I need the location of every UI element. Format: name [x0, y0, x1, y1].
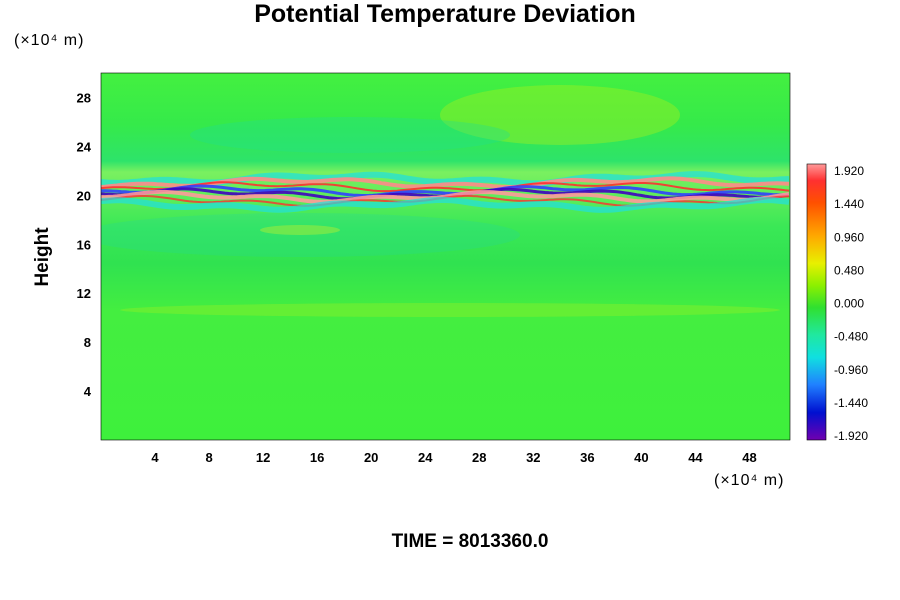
colorbar: 1.920 1.440 0.960 0.480 0.000 -0.480 -0.960 -1.… — [806, 163, 868, 443]
y-tick-label: 16 — [77, 237, 91, 252]
heatmap-field — [101, 73, 790, 440]
x-axis-unit: (×10⁴ m) — [714, 472, 785, 489]
colorbar-label: -0.960 — [834, 363, 868, 377]
x-tick-label: 36 — [580, 450, 594, 465]
y-axis-unit: (×10⁴ m) — [14, 32, 85, 49]
y-tick-label: 24 — [77, 139, 92, 154]
colorbar-label: 1.920 — [834, 164, 864, 178]
y-tick-label: 8 — [84, 335, 91, 350]
x-tick-label: 20 — [364, 450, 378, 465]
x-tick-label: 16 — [310, 450, 324, 465]
x-tick-label: 4 — [151, 450, 159, 465]
chart-title: Potential Temperature Deviation — [254, 0, 636, 28]
x-tick-label: 8 — [205, 450, 212, 465]
x-tick-label: 12 — [256, 450, 270, 465]
x-tick-label: 24 — [418, 450, 433, 465]
plot-frame — [100, 72, 791, 441]
colorbar-label: 1.440 — [834, 197, 864, 211]
colorbar-label: 0.480 — [834, 263, 864, 277]
x-tick-label: 28 — [472, 450, 486, 465]
x-tick-label: 48 — [742, 450, 756, 465]
anomaly-contour — [101, 184, 790, 197]
colorbar-label: -0.480 — [834, 330, 868, 344]
y-tick-label: 4 — [84, 384, 92, 399]
x-tick-label: 40 — [634, 450, 648, 465]
y-axis-ticks: 4 8 12 16 20 24 28 — [77, 90, 92, 399]
time-footer: TIME = 8013360.0 — [391, 531, 549, 552]
colorbar-label: 0.960 — [834, 230, 864, 244]
y-tick-label: 20 — [77, 188, 91, 203]
x-tick-label: 44 — [688, 450, 703, 465]
colorbar-label: -1.920 — [834, 429, 868, 443]
y-tick-label: 28 — [77, 90, 91, 105]
anomaly-contour — [101, 181, 790, 193]
colorbar-label: -1.440 — [834, 396, 868, 410]
y-tick-label: 12 — [77, 286, 91, 301]
colorbar-label: 0.000 — [834, 297, 864, 311]
anomaly-contour — [101, 196, 790, 213]
x-axis-ticks: 4 8 12 16 20 24 28 32 36 40 44 48 — [151, 450, 756, 465]
x-tick-label: 32 — [526, 450, 540, 465]
